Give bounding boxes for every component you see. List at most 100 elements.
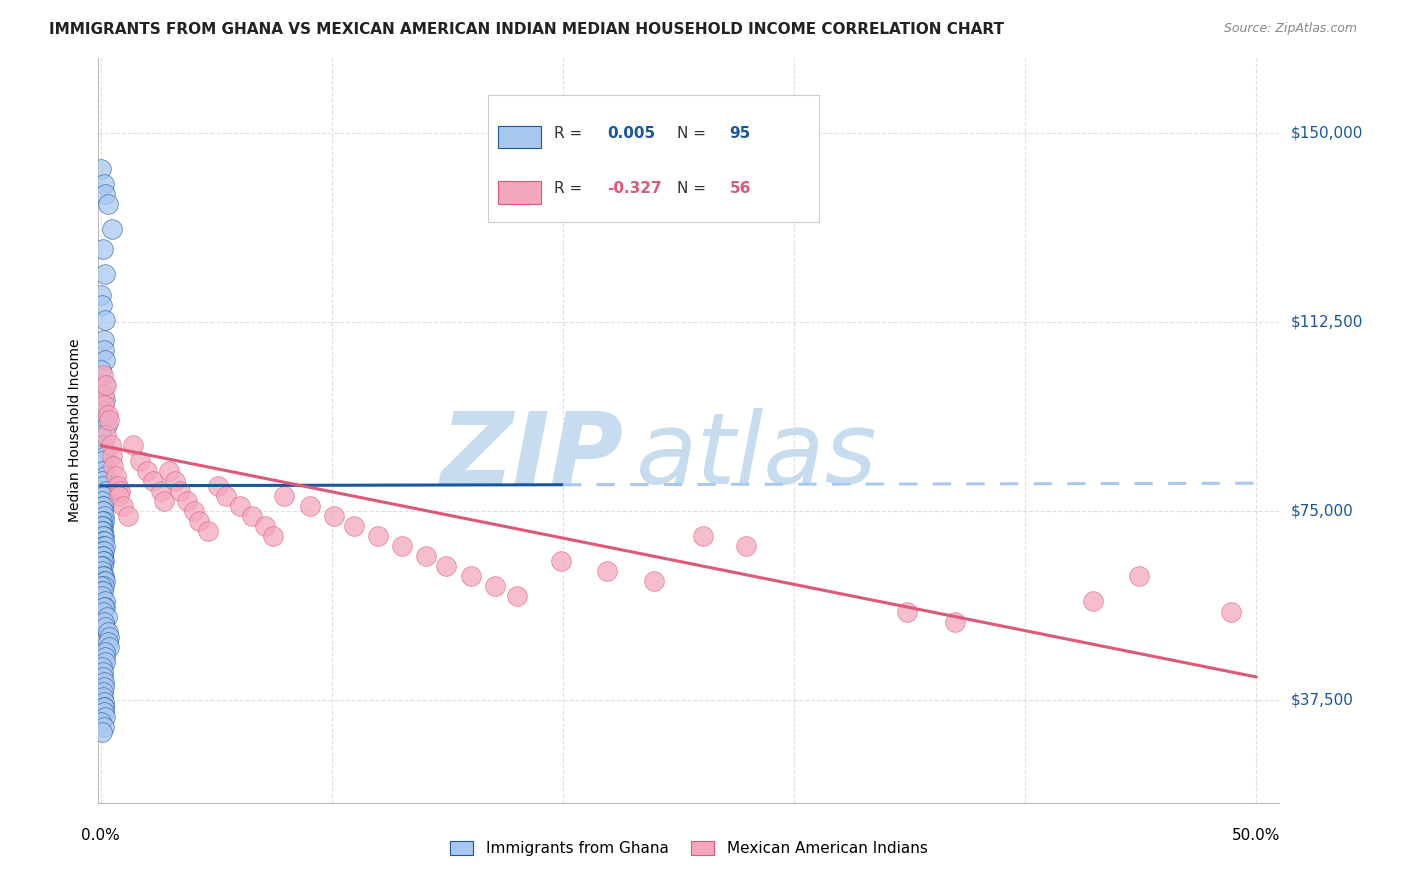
- Point: [96, 418, 118, 433]
- Point: [91, 725, 114, 739]
- Point: [550, 554, 572, 568]
- Point: [692, 529, 714, 543]
- Point: [367, 529, 389, 543]
- Legend: Immigrants from Ghana, Mexican American Indians: Immigrants from Ghana, Mexican American …: [444, 835, 934, 863]
- Point: [342, 519, 364, 533]
- Point: [1128, 569, 1150, 583]
- Point: [97, 409, 120, 423]
- Point: [91, 554, 114, 568]
- Point: [91, 584, 114, 599]
- Point: [93, 508, 115, 523]
- Point: [97, 640, 120, 654]
- Point: [93, 378, 115, 392]
- Point: [93, 615, 115, 629]
- Point: [93, 675, 115, 690]
- Point: [183, 504, 205, 518]
- Point: [94, 312, 117, 326]
- Point: [93, 705, 115, 719]
- Point: [91, 504, 114, 518]
- Point: [93, 620, 115, 634]
- Point: [93, 398, 115, 412]
- Point: [228, 499, 250, 513]
- Point: [91, 549, 114, 564]
- Point: [240, 508, 263, 523]
- Point: [262, 529, 284, 543]
- Point: [91, 413, 114, 427]
- Point: [207, 479, 229, 493]
- Point: [104, 468, 127, 483]
- Point: [94, 186, 117, 201]
- Point: [93, 554, 115, 568]
- Point: [91, 524, 114, 538]
- Point: [93, 599, 115, 614]
- Point: [112, 499, 135, 513]
- Point: [169, 483, 191, 498]
- Point: [91, 534, 114, 549]
- Point: [117, 508, 139, 523]
- Point: [91, 605, 114, 619]
- Point: [91, 242, 114, 256]
- Point: [91, 590, 114, 604]
- Point: [734, 539, 756, 553]
- Point: [91, 403, 114, 417]
- Point: [391, 539, 413, 553]
- Point: [1081, 594, 1104, 608]
- Point: [90, 660, 112, 674]
- Point: [93, 177, 115, 191]
- Point: [94, 353, 117, 368]
- Point: [90, 363, 112, 377]
- Point: [100, 438, 122, 452]
- Point: [91, 519, 114, 533]
- Point: [101, 458, 124, 473]
- Point: [96, 483, 118, 498]
- Point: [253, 519, 276, 533]
- Text: $37,500: $37,500: [1291, 692, 1354, 707]
- Y-axis label: Median Household Income: Median Household Income: [69, 339, 83, 522]
- Point: [91, 569, 114, 583]
- Text: Source: ZipAtlas.com: Source: ZipAtlas.com: [1223, 22, 1357, 36]
- Point: [91, 519, 114, 533]
- Point: [91, 493, 114, 508]
- Point: [93, 468, 115, 483]
- Point: [93, 343, 115, 357]
- Point: [91, 690, 114, 705]
- Point: [107, 479, 129, 493]
- Text: IMMIGRANTS FROM GHANA VS MEXICAN AMERICAN INDIAN MEDIAN HOUSEHOLD INCOME CORRELA: IMMIGRANTS FROM GHANA VS MEXICAN AMERICA…: [49, 22, 1004, 37]
- Point: [91, 499, 114, 513]
- Point: [299, 499, 322, 513]
- Point: [596, 564, 619, 578]
- Point: [97, 630, 120, 644]
- Point: [142, 474, 165, 488]
- Point: [149, 483, 172, 498]
- Point: [93, 529, 115, 543]
- Point: [93, 579, 115, 593]
- Point: [90, 715, 112, 730]
- Point: [94, 645, 117, 659]
- Point: [93, 489, 115, 503]
- Point: [896, 605, 918, 619]
- Point: [96, 378, 118, 392]
- Point: [101, 449, 124, 463]
- Point: [90, 474, 112, 488]
- Point: [93, 333, 115, 347]
- Text: ZIP: ZIP: [441, 408, 624, 505]
- Point: [93, 655, 115, 669]
- Point: [93, 388, 115, 402]
- Text: atlas: atlas: [636, 408, 877, 505]
- Point: [91, 685, 114, 699]
- Point: [93, 574, 115, 589]
- Point: [93, 700, 115, 714]
- Point: [91, 549, 114, 564]
- Point: [110, 483, 132, 498]
- Point: [93, 680, 115, 694]
- Point: [93, 569, 115, 583]
- Text: 50.0%: 50.0%: [1232, 828, 1281, 843]
- Point: [91, 539, 114, 553]
- Point: [93, 393, 115, 408]
- Point: [94, 594, 117, 608]
- Point: [122, 438, 145, 452]
- Point: [93, 695, 115, 709]
- Point: [97, 634, 120, 648]
- Point: [93, 534, 115, 549]
- Point: [91, 464, 114, 478]
